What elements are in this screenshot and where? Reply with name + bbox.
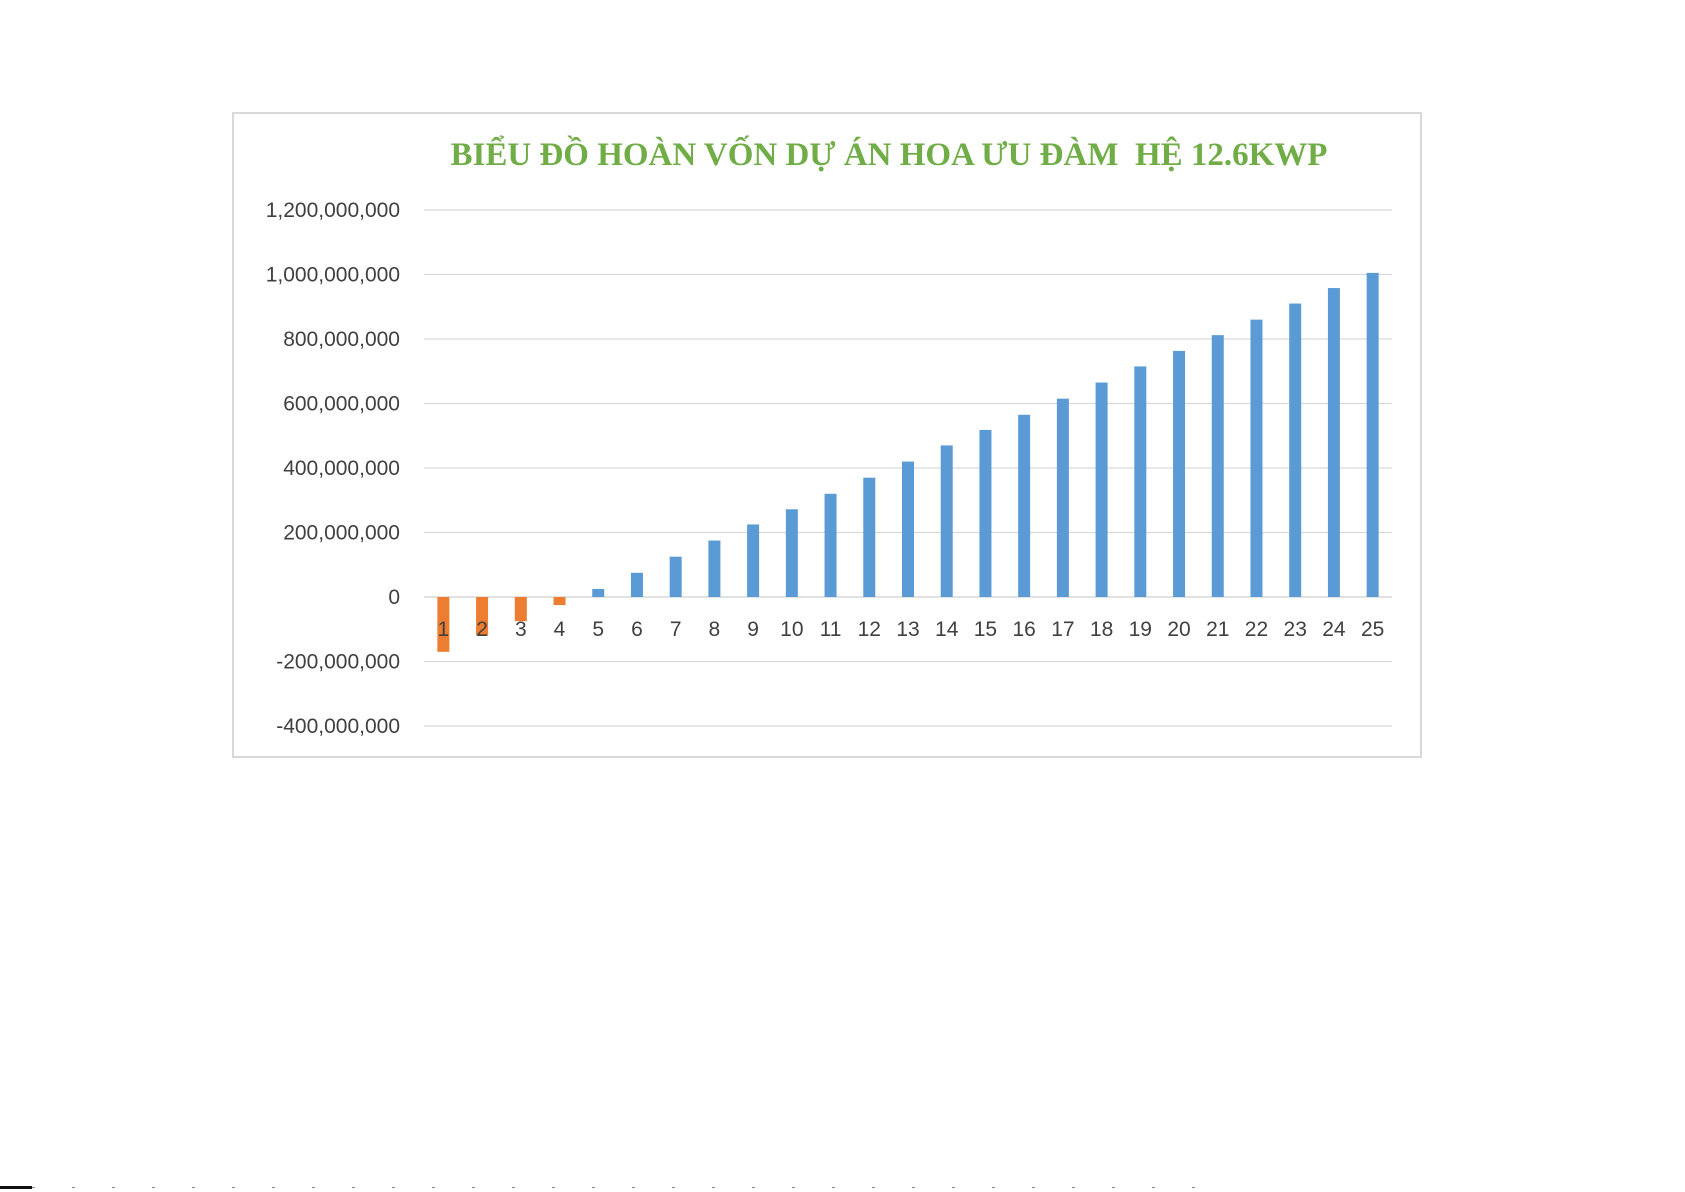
bar-year-21 — [1211, 335, 1224, 597]
bar-year-25 — [1366, 272, 1379, 597]
x-tick-label: 10 — [780, 618, 803, 641]
x-tick-label: 25 — [1361, 618, 1384, 641]
footer-rule — [32, 1187, 1232, 1188]
bar-year-20 — [1173, 350, 1186, 597]
x-tick-label: 13 — [896, 618, 919, 641]
bar-year-23 — [1289, 303, 1302, 597]
x-tick-label: 3 — [515, 618, 527, 641]
y-tick-label: 200,000,000 — [283, 522, 400, 545]
bar-year-15 — [979, 429, 992, 597]
x-tick-label: 16 — [1012, 618, 1035, 641]
footer-mark — [0, 1186, 32, 1189]
x-tick-label: 18 — [1090, 618, 1113, 641]
y-tick-label: -200,000,000 — [276, 651, 400, 674]
x-tick-label: 12 — [858, 618, 881, 641]
y-tick-label: 1,000,000,000 — [266, 264, 400, 287]
payback-bar-chart: BIỂU ĐỒ HOÀN VỐN DỰ ÁN HOA ƯU ĐÀM HỆ 12.… — [266, 134, 1392, 738]
x-tick-label: 19 — [1129, 618, 1152, 641]
bar-year-16 — [1018, 414, 1031, 597]
y-tick-label: -400,000,000 — [276, 715, 400, 738]
bar-year-14 — [940, 445, 953, 597]
bar-year-3 — [514, 597, 527, 622]
chart-frame: BIỂU ĐỒ HOÀN VỐN DỰ ÁN HOA ƯU ĐÀM HỆ 12.… — [232, 112, 1422, 758]
x-tick-label: 1 — [438, 618, 450, 641]
page-footer-strip — [0, 1186, 1685, 1192]
x-tick-label: 11 — [820, 618, 842, 641]
y-tick-label: 1,200,000,000 — [266, 199, 400, 222]
y-axis-tick-labels: 1,200,000,000 1,000,000,000 800,000,000 600… — [266, 199, 400, 738]
x-tick-label: 24 — [1322, 618, 1346, 641]
chart-title: BIỂU ĐỒ HOÀN VỐN DỰ ÁN HOA ƯU ĐÀM HỆ 12.… — [451, 134, 1328, 173]
x-tick-label: 15 — [974, 618, 997, 641]
y-tick-label: 800,000,000 — [283, 328, 400, 351]
bar-year-6 — [630, 572, 643, 597]
bar-year-8 — [708, 540, 721, 597]
bar-year-9 — [747, 524, 760, 597]
x-axis-tick-labels: 1 2 3 4 5 6 7 8 9 10 11 12 13 14 15 16 17 18 19 20 21 22 23 24 2… — [438, 618, 1385, 641]
bar-year-10 — [785, 509, 798, 597]
x-tick-label: 20 — [1167, 618, 1190, 641]
bar-year-5 — [592, 588, 605, 597]
bar-year-1 — [437, 597, 450, 652]
bar-year-4 — [553, 597, 566, 606]
bar-year-24 — [1327, 288, 1340, 597]
y-tick-label: 0 — [388, 586, 400, 609]
x-tick-label: 4 — [554, 618, 566, 641]
bar-year-13 — [902, 461, 914, 597]
bar-year-18 — [1095, 382, 1108, 597]
bar-year-2 — [476, 597, 489, 636]
x-tick-label: 7 — [670, 618, 682, 641]
x-tick-label: 5 — [592, 618, 604, 641]
bar-year-11 — [824, 493, 837, 597]
bar-year-12 — [863, 477, 876, 597]
bars — [437, 272, 1379, 652]
x-tick-label: 8 — [709, 618, 721, 641]
x-tick-label: 6 — [631, 618, 643, 641]
x-tick-label: 14 — [935, 618, 959, 641]
x-tick-label: 23 — [1284, 618, 1307, 641]
y-tick-label: 600,000,000 — [283, 393, 400, 416]
x-tick-label: 22 — [1245, 618, 1268, 641]
bar-year-19 — [1134, 366, 1147, 597]
bar-year-17 — [1056, 398, 1069, 597]
y-tick-label: 400,000,000 — [283, 457, 400, 480]
x-tick-label: 17 — [1051, 618, 1074, 641]
x-tick-label: 21 — [1206, 618, 1229, 641]
bar-year-22 — [1250, 319, 1263, 597]
x-tick-label: 9 — [747, 618, 759, 641]
bar-year-7 — [669, 556, 682, 597]
x-tick-label: 2 — [476, 618, 488, 641]
